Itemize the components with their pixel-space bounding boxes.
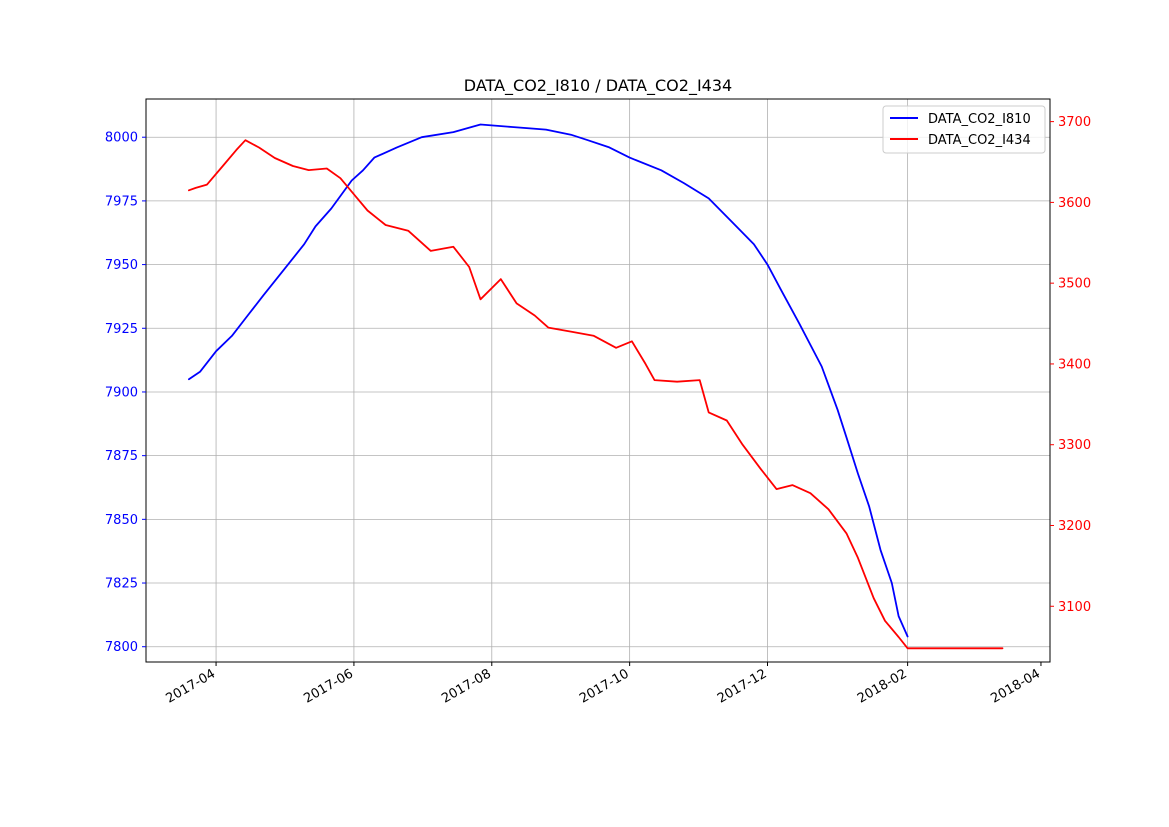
- y-right-tick-label: 3400: [1058, 357, 1091, 372]
- y-axis-right: 3100 3200 3300 3400 3500 3600 3700: [1050, 115, 1091, 615]
- series-layer: [187, 123, 1004, 650]
- y-left-tick-label: 7975: [105, 194, 138, 209]
- series-line-i810: [187, 123, 909, 638]
- y-left-tick-label: 7900: [105, 385, 138, 400]
- legend-label-i810: DATA_CO2_I810: [928, 112, 1031, 127]
- legend: DATA_CO2_I810 DATA_CO2_I434: [882, 105, 1046, 154]
- legend-label-i434: DATA_CO2_I434: [928, 133, 1031, 148]
- y-left-tick-label: 8000: [105, 131, 138, 146]
- y-axis-left: 7800 7825 7850 7875 7900 7925 7950 7975 8000: [105, 131, 146, 655]
- y-left-tick-label: 7950: [105, 258, 138, 273]
- y-left-tick-label: 7800: [105, 640, 138, 655]
- y-left-tick-label: 7825: [105, 577, 138, 592]
- plot-frame: [145, 98, 1051, 663]
- y-right-tick-label: 3600: [1058, 196, 1091, 211]
- chart-title: DATA_CO2_I810 / DATA_CO2_I434: [464, 76, 732, 96]
- y-right-tick-label: 3700: [1058, 115, 1091, 130]
- legend-box: [882, 105, 1046, 154]
- y-right-tick-label: 3100: [1058, 600, 1091, 615]
- grid: [146, 99, 1050, 662]
- y-left-tick-label: 7925: [105, 322, 138, 337]
- y-left-tick-label: 7850: [105, 513, 138, 528]
- y-left-tick-label: 7875: [105, 449, 138, 464]
- y-right-tick-label: 3300: [1058, 438, 1091, 453]
- y-right-tick-label: 3200: [1058, 519, 1091, 534]
- series-line-i434: [187, 139, 1004, 650]
- y-right-tick-label: 3500: [1058, 277, 1091, 292]
